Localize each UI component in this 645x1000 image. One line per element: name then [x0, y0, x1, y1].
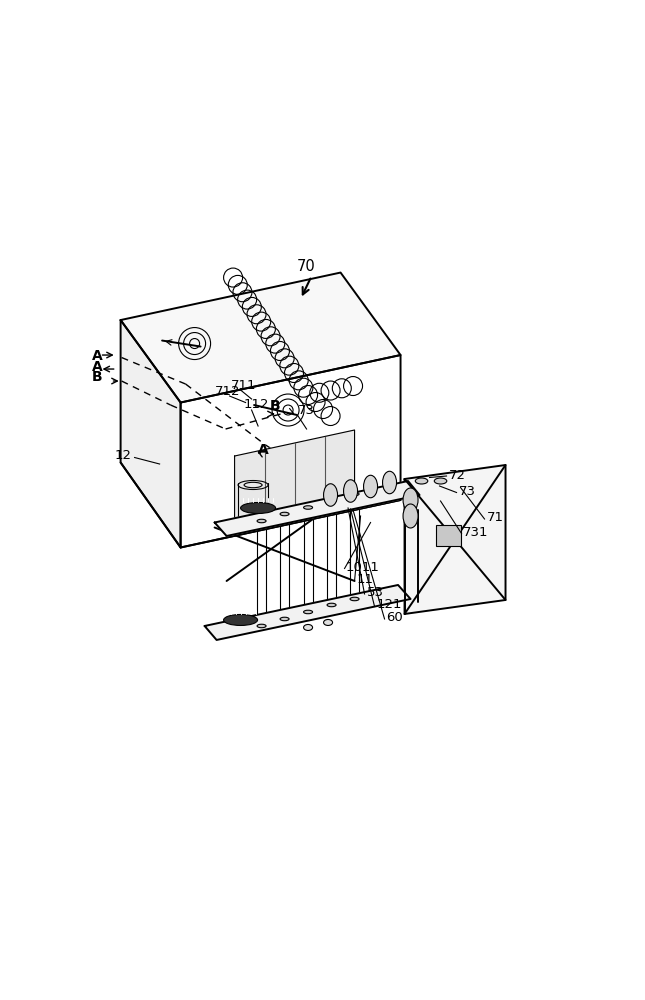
Text: 112: 112: [243, 398, 268, 411]
Ellipse shape: [241, 503, 275, 513]
Ellipse shape: [403, 488, 418, 512]
Ellipse shape: [257, 624, 266, 628]
Ellipse shape: [403, 504, 418, 528]
Ellipse shape: [280, 617, 289, 621]
Polygon shape: [204, 585, 411, 640]
Text: 73: 73: [298, 404, 315, 417]
Text: 12: 12: [115, 449, 132, 462]
Ellipse shape: [280, 512, 289, 516]
Ellipse shape: [304, 506, 313, 509]
Polygon shape: [181, 355, 401, 547]
Text: A: A: [258, 443, 269, 457]
Ellipse shape: [382, 471, 397, 494]
Text: 70: 70: [297, 259, 316, 274]
Text: 71: 71: [486, 511, 504, 524]
Ellipse shape: [327, 499, 336, 503]
Text: B: B: [92, 370, 103, 384]
Ellipse shape: [364, 475, 377, 498]
Text: 72: 72: [448, 469, 466, 482]
Text: 11: 11: [357, 573, 373, 586]
Ellipse shape: [324, 619, 333, 625]
Ellipse shape: [327, 603, 336, 607]
Text: 121: 121: [377, 598, 402, 611]
Polygon shape: [121, 273, 401, 403]
Text: 711: 711: [231, 379, 256, 392]
Ellipse shape: [304, 610, 313, 614]
Ellipse shape: [257, 519, 266, 523]
Text: A: A: [92, 349, 103, 363]
Text: 731: 731: [463, 526, 488, 539]
Text: 1011: 1011: [346, 561, 379, 574]
Polygon shape: [235, 430, 355, 522]
Text: B: B: [270, 399, 280, 413]
Polygon shape: [404, 465, 506, 614]
Text: 53: 53: [366, 586, 384, 599]
Polygon shape: [215, 481, 419, 536]
Ellipse shape: [344, 480, 357, 502]
Ellipse shape: [350, 492, 359, 496]
Bar: [435, 525, 461, 546]
Ellipse shape: [224, 614, 257, 625]
Ellipse shape: [324, 484, 337, 506]
Polygon shape: [121, 320, 181, 547]
Text: 73: 73: [459, 485, 475, 498]
Ellipse shape: [350, 597, 359, 601]
Text: A: A: [92, 360, 103, 374]
Ellipse shape: [415, 478, 428, 484]
Ellipse shape: [434, 478, 447, 484]
Text: 712: 712: [215, 385, 240, 398]
Ellipse shape: [304, 624, 313, 630]
Text: 60: 60: [386, 611, 403, 624]
